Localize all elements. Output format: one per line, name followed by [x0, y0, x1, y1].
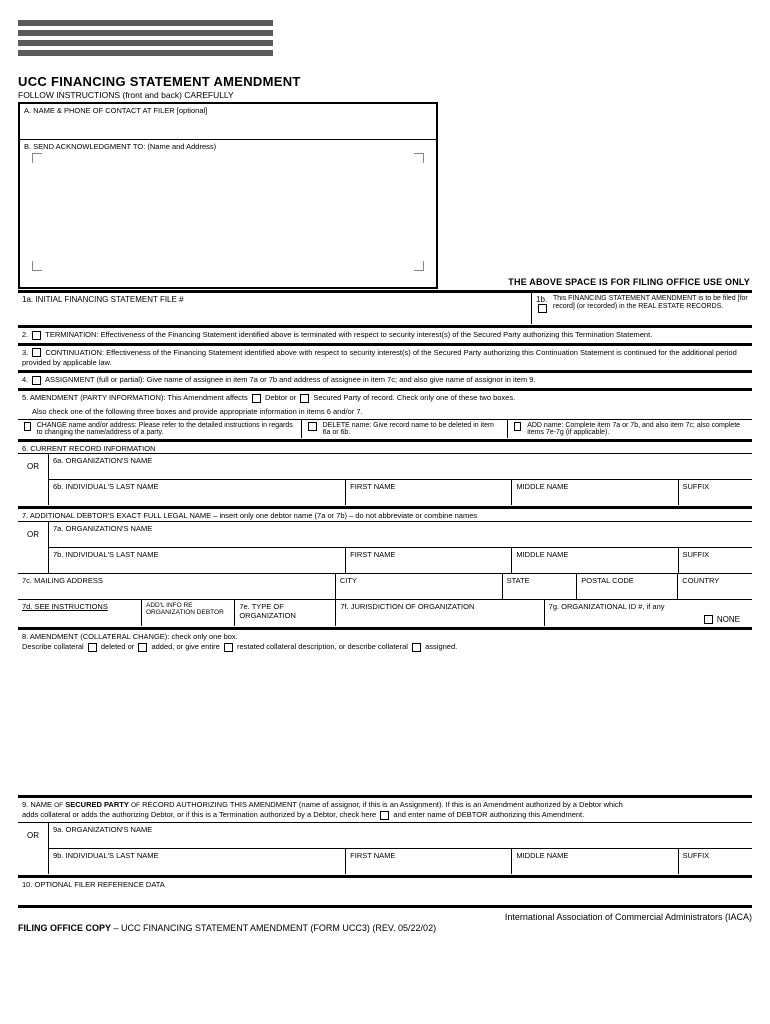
field-city[interactable]: CITY	[336, 574, 503, 599]
field-6-middlename[interactable]: MIDDLE NAME	[512, 480, 678, 505]
form-subtitle: FOLLOW INSTRUCTIONS (front and back) CAR…	[18, 90, 752, 100]
field-1b: 1b. This FINANCING STATEMENT AMENDMENT i…	[532, 293, 752, 324]
field-6-suffix[interactable]: SUFFIX	[679, 480, 752, 505]
form-title: UCC FINANCING STATEMENT AMENDMENT	[18, 74, 752, 89]
field-7-suffix[interactable]: SUFFIX	[679, 548, 752, 573]
checkbox-change[interactable]	[24, 422, 31, 431]
section-2: 2. TERMINATION: Effectiveness of the Fin…	[18, 328, 752, 342]
or-label-6: OR	[18, 454, 48, 505]
field-7d: 7d. SEE INSTRUCTIONS	[18, 600, 142, 626]
checkbox-restated[interactable]	[224, 643, 233, 652]
checkbox-continuation[interactable]	[32, 348, 41, 357]
field-9a[interactable]: 9a. ORGANIZATION'S NAME	[49, 823, 752, 848]
checkbox-secured-party[interactable]	[300, 394, 309, 403]
field-7-middlename[interactable]: MIDDLE NAME	[512, 548, 678, 573]
field-9-suffix[interactable]: SUFFIX	[679, 849, 752, 874]
checkbox-added[interactable]	[138, 643, 147, 652]
field-7c[interactable]: 7c. MAILING ADDRESS	[18, 574, 336, 599]
or-label-7: OR	[18, 522, 48, 573]
checkbox-add[interactable]	[514, 422, 521, 431]
field-1a[interactable]: 1a. INITIAL FINANCING STATEMENT FILE #	[18, 293, 532, 324]
checkbox-debtor-auth[interactable]	[380, 811, 389, 820]
checkbox-assigned[interactable]	[412, 643, 421, 652]
filing-office-note: THE ABOVE SPACE IS FOR FILING OFFICE USE…	[438, 277, 752, 289]
field-6-firstname[interactable]: FIRST NAME	[346, 480, 512, 505]
section-5: 5. AMENDMENT (PARTY INFORMATION): This A…	[18, 391, 752, 405]
or-label-9: OR	[18, 823, 48, 874]
field-country[interactable]: COUNTRY	[678, 574, 752, 599]
section-9: 9. NAME OF SECURED PARTY OF RECORD AUTHO…	[18, 798, 752, 822]
field-7a[interactable]: 7a. ORGANIZATION'S NAME	[49, 522, 752, 547]
checkbox-assignment[interactable]	[32, 376, 41, 385]
field-9-middlename[interactable]: MIDDLE NAME	[512, 849, 678, 874]
field-7g[interactable]: 7g. ORGANIZATIONAL ID #, if any NONE	[545, 600, 752, 626]
address-area[interactable]	[32, 153, 424, 283]
section-6: 6. CURRENT RECORD INFORMATION	[18, 442, 752, 454]
box-a-label: A. NAME & PHONE OF CONTACT AT FILER [opt…	[24, 106, 432, 115]
section-4: 4. ASSIGNMENT (full or partial): Give na…	[18, 373, 752, 387]
checkbox-1b[interactable]	[538, 304, 547, 313]
section-3: 3. CONTINUATION: Effectiveness of the Fi…	[18, 346, 752, 370]
field-7e[interactable]: 7e. TYPE OF ORGANIZATION	[235, 600, 336, 626]
checkbox-termination[interactable]	[32, 331, 41, 340]
section-10[interactable]: 10. OPTIONAL FILER REFERENCE DATA	[18, 878, 752, 904]
header-bars	[18, 20, 752, 56]
field-7f[interactable]: 7f. JURISDICTION OF ORGANIZATION	[336, 600, 544, 626]
footer-org: International Association of Commercial …	[18, 912, 752, 922]
field-7b[interactable]: 7b. INDIVIDUAL'S LAST NAME	[49, 548, 346, 573]
section-8: 8. AMENDMENT (COLLATERAL CHANGE): check …	[18, 630, 752, 654]
field-6b[interactable]: 6b. INDIVIDUAL'S LAST NAME	[49, 480, 346, 505]
footer-line: FILING OFFICE COPY – UCC FINANCING STATE…	[18, 923, 752, 933]
field-postal[interactable]: POSTAL CODE	[577, 574, 678, 599]
checkbox-delete[interactable]	[308, 422, 316, 431]
section-5-also: Also check one of the following three bo…	[18, 405, 752, 419]
field-9b[interactable]: 9b. INDIVIDUAL'S LAST NAME	[49, 849, 346, 874]
field-6a[interactable]: 6a. ORGANIZATION'S NAME	[49, 454, 752, 479]
box-b-label: B. SEND ACKNOWLEDGMENT TO: (Name and Add…	[24, 142, 432, 151]
checkbox-debtor[interactable]	[252, 394, 261, 403]
field-state[interactable]: STATE	[503, 574, 578, 599]
field-7-firstname[interactable]: FIRST NAME	[346, 548, 512, 573]
section-7: 7. ADDITIONAL DEBTOR'S EXACT FULL LEGAL …	[18, 509, 752, 521]
checkbox-deleted[interactable]	[88, 643, 97, 652]
contact-box: A. NAME & PHONE OF CONTACT AT FILER [opt…	[18, 102, 438, 289]
field-9-firstname[interactable]: FIRST NAME	[346, 849, 512, 874]
field-7d-addl: ADD'L INFO RE ORGANIZATION DEBTOR	[142, 600, 235, 626]
checkbox-none[interactable]	[704, 615, 713, 624]
